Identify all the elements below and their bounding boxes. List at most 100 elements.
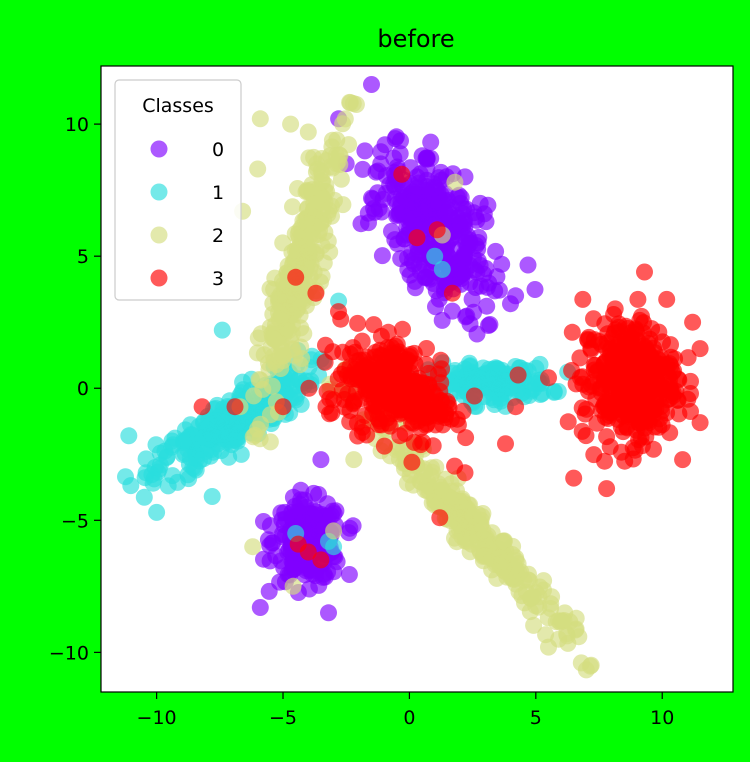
data-point bbox=[624, 376, 642, 394]
data-point bbox=[594, 398, 612, 416]
data-point bbox=[446, 173, 464, 191]
data-point bbox=[451, 216, 469, 234]
data-point bbox=[274, 234, 292, 252]
data-point bbox=[394, 320, 411, 338]
data-point bbox=[644, 402, 662, 420]
data-point bbox=[601, 438, 619, 456]
data-point bbox=[375, 437, 393, 455]
data-point bbox=[563, 323, 581, 341]
data-point bbox=[289, 535, 307, 553]
data-point bbox=[639, 343, 657, 361]
data-point bbox=[426, 192, 444, 210]
data-point bbox=[359, 366, 377, 384]
data-point bbox=[422, 133, 440, 151]
data-point bbox=[312, 451, 330, 469]
data-point bbox=[261, 406, 279, 424]
data-point bbox=[539, 609, 557, 627]
data-point bbox=[611, 323, 629, 341]
data-point bbox=[507, 287, 525, 305]
data-point bbox=[433, 260, 451, 278]
data-point bbox=[340, 566, 358, 583]
data-point bbox=[456, 464, 474, 482]
data-point bbox=[345, 451, 363, 469]
data-point bbox=[348, 414, 366, 432]
data-point bbox=[596, 452, 614, 470]
data-point bbox=[480, 317, 497, 334]
data-point bbox=[261, 517, 279, 535]
data-point bbox=[658, 290, 676, 308]
data-point bbox=[137, 450, 155, 468]
data-point bbox=[301, 260, 319, 277]
x-tick-label: 5 bbox=[530, 707, 542, 729]
data-point bbox=[395, 363, 413, 381]
data-point bbox=[408, 168, 426, 186]
data-point bbox=[254, 380, 272, 398]
data-point bbox=[420, 478, 438, 496]
data-point bbox=[347, 383, 365, 401]
x-axis: −10 −5 0 5 10 bbox=[137, 692, 674, 729]
data-point bbox=[288, 291, 306, 309]
data-point bbox=[474, 521, 492, 539]
chart-title: before bbox=[377, 25, 454, 53]
data-point bbox=[340, 524, 358, 542]
legend-label-1: 1 bbox=[212, 182, 224, 204]
data-point bbox=[443, 284, 461, 302]
data-point bbox=[244, 538, 262, 556]
x-tick-label: 0 bbox=[403, 707, 415, 729]
data-point bbox=[271, 347, 288, 365]
data-point bbox=[321, 243, 339, 261]
data-point bbox=[272, 504, 290, 522]
data-point bbox=[691, 340, 709, 358]
data-point bbox=[580, 328, 598, 346]
data-point bbox=[136, 469, 154, 487]
data-point bbox=[535, 581, 552, 599]
data-point bbox=[324, 343, 342, 361]
data-point bbox=[496, 563, 514, 580]
x-tick-label: 10 bbox=[650, 707, 674, 729]
y-tick-label: 0 bbox=[77, 378, 89, 400]
legend-marker-3 bbox=[150, 269, 168, 287]
data-point bbox=[284, 198, 301, 216]
data-point bbox=[404, 201, 422, 219]
data-point bbox=[661, 424, 679, 442]
data-point bbox=[540, 638, 557, 656]
data-point bbox=[391, 427, 409, 445]
data-point bbox=[251, 110, 269, 128]
data-point bbox=[297, 499, 315, 516]
data-point bbox=[598, 480, 616, 498]
data-point bbox=[148, 503, 166, 521]
data-point bbox=[467, 208, 485, 226]
data-point bbox=[290, 238, 308, 256]
data-point bbox=[679, 349, 697, 367]
data-point bbox=[478, 297, 496, 315]
data-point bbox=[330, 303, 347, 321]
y-tick-label: −10 bbox=[49, 642, 89, 664]
data-point bbox=[158, 448, 176, 466]
data-point bbox=[284, 577, 302, 595]
y-axis: −10 −5 0 5 10 bbox=[49, 114, 101, 664]
data-point bbox=[323, 131, 341, 149]
data-point bbox=[433, 360, 451, 378]
data-point bbox=[674, 451, 692, 469]
plot-frame bbox=[100, 65, 734, 693]
data-point bbox=[468, 368, 486, 386]
data-point bbox=[226, 398, 244, 416]
data-point bbox=[662, 381, 679, 398]
legend-marker-0 bbox=[150, 140, 168, 158]
data-point bbox=[426, 247, 444, 265]
data-point bbox=[643, 320, 661, 338]
data-point bbox=[424, 437, 442, 455]
series-3 bbox=[193, 165, 709, 569]
data-point bbox=[519, 256, 537, 274]
data-point bbox=[212, 442, 230, 460]
data-point bbox=[371, 341, 389, 359]
data-point bbox=[202, 425, 220, 443]
data-point bbox=[400, 347, 418, 365]
data-point bbox=[246, 426, 264, 444]
data-point bbox=[320, 604, 337, 622]
data-point bbox=[375, 359, 393, 377]
data-point bbox=[682, 385, 699, 402]
legend-title: Classes bbox=[142, 95, 214, 117]
data-point bbox=[299, 123, 317, 141]
data-point bbox=[178, 431, 196, 449]
